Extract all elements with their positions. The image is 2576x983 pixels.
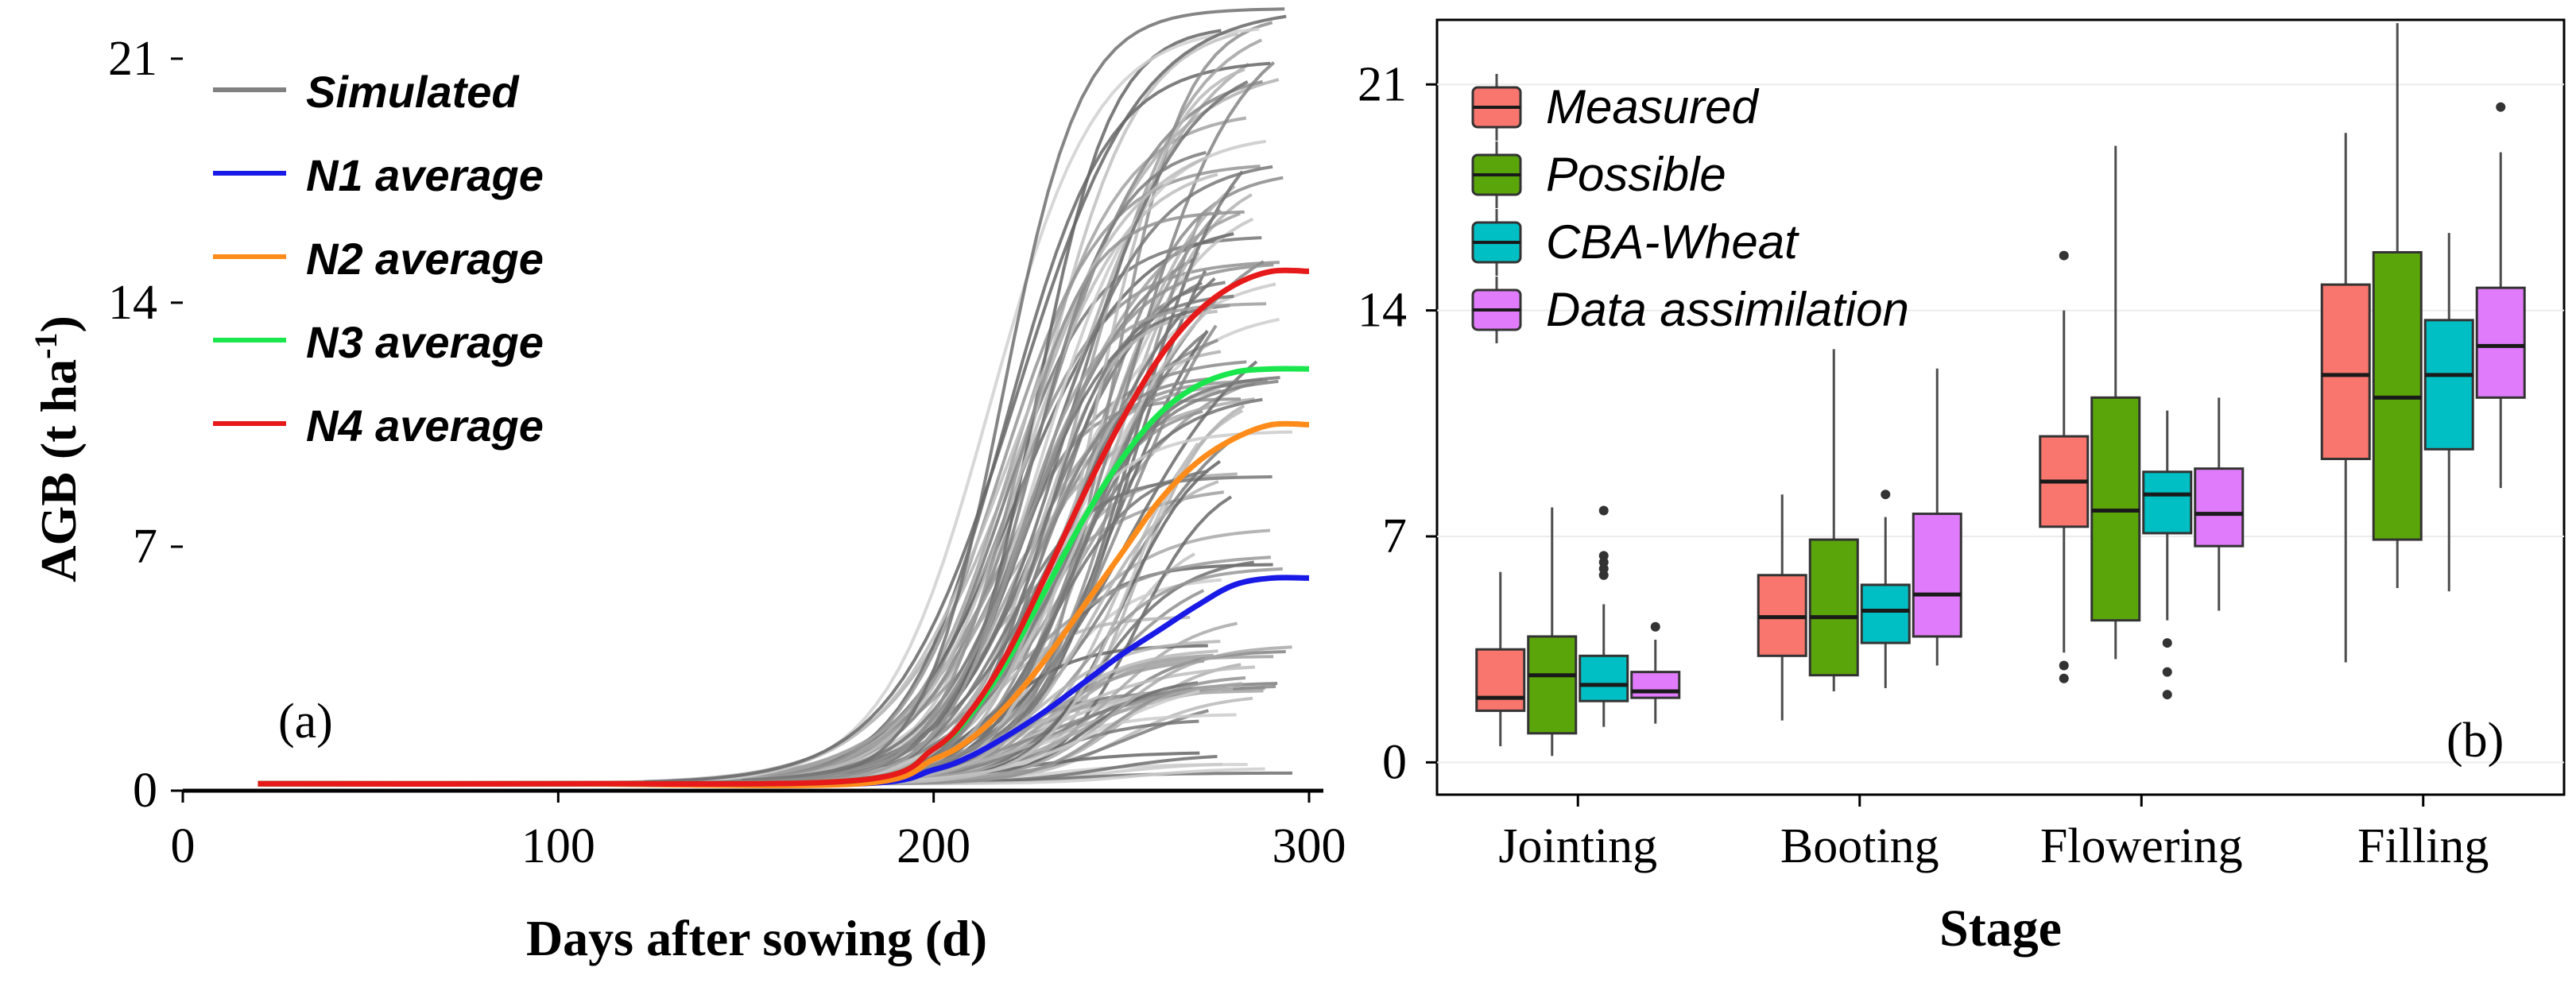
legend-key-possible <box>1471 141 1522 208</box>
legend-key-cba-wheat <box>1471 209 1522 276</box>
y-tick-label: 14 <box>1358 284 1407 338</box>
x-tick-label: Flowering <box>2040 819 2243 873</box>
legend-key-data-assimilation <box>1471 277 1522 343</box>
y-tick-label: 7 <box>133 520 157 574</box>
legend-label-data-assimilation: Data assimilation <box>1546 283 1909 336</box>
outlier-point <box>1598 505 1609 516</box>
legend-b: Measured Possible CBA-Wheat Data assimil… <box>1471 74 1909 343</box>
outlier-point <box>1598 551 1609 561</box>
box <box>1860 583 1911 644</box>
y-axis-title-a: AGB (t ha-1) <box>28 315 87 582</box>
simulated-line <box>644 14 1287 784</box>
y-tick-label: 0 <box>133 764 157 818</box>
box <box>2320 283 2371 460</box>
box <box>1579 654 1629 702</box>
x-axis-title-b: Stage <box>1939 900 2062 958</box>
y-tick-label: 14 <box>108 276 157 330</box>
x-tick-label: Jointing <box>1498 819 1657 873</box>
y-tick-label: 21 <box>108 32 157 86</box>
outlier-point <box>2059 250 2069 261</box>
box <box>1475 648 1526 712</box>
y-ticks-a: 0 7 14 21 <box>108 32 183 818</box>
legend-a: Simulated N1 average N2 average N3 avera… <box>213 67 544 451</box>
y-ticks-b: 0 7 14 21 <box>1358 57 1437 789</box>
simulated-line <box>370 472 1238 786</box>
legend-label-n1: N1 average <box>306 150 544 200</box>
legend-label-n2: N2 average <box>306 234 544 284</box>
box <box>2194 467 2245 548</box>
average-line-n2 <box>258 420 1310 788</box>
outlier-point <box>2162 690 2172 700</box>
simulated-line <box>480 490 1225 786</box>
x-tick-label: Filling <box>2357 819 2489 873</box>
plot-frame-b <box>1435 18 2566 796</box>
panel-label-a: (a) <box>278 695 333 749</box>
average-line-n4 <box>258 267 1310 788</box>
outlier-point <box>2162 667 2172 677</box>
legend-label-n3: N3 average <box>306 317 544 367</box>
legend-label-cba-wheat: CBA-Wheat <box>1546 215 1799 269</box>
box <box>2475 286 2526 399</box>
x-ticks-b: Jointing Booting Flowering Filling <box>1498 795 2489 873</box>
average-lines <box>258 267 1310 788</box>
box <box>1527 635 1578 735</box>
panel-b: 0 7 14 21 Jointing Booting Flowering Filling S… <box>1358 18 2566 958</box>
x-axis-title-a: Days after sowing (d) <box>526 910 987 966</box>
box <box>2142 470 2193 535</box>
x-tick-label: 100 <box>521 819 595 873</box>
x-tick-label: 300 <box>1273 819 1346 873</box>
x-tick-label: Booting <box>1780 819 1939 873</box>
legend-label-measured: Measured <box>1546 80 1759 134</box>
legend-key-measured <box>1471 74 1522 141</box>
boxplots <box>1475 23 2526 757</box>
box <box>1630 671 1681 699</box>
outlier-point <box>1881 490 1891 500</box>
outlier-point <box>1650 621 1660 632</box>
outlier-point <box>2496 102 2506 112</box>
outlier-point <box>2059 660 2069 671</box>
x-tick-label: 200 <box>897 819 970 873</box>
simulated-line <box>382 567 1283 786</box>
y-tick-label: 21 <box>1358 57 1407 111</box>
y-tick-label: 0 <box>1382 735 1407 789</box>
box <box>1808 538 1859 677</box>
outlier-point <box>2059 673 2069 683</box>
legend-label-n4: N4 average <box>306 401 544 451</box>
outlier-point <box>2162 638 2172 648</box>
legend-label-simulated: Simulated <box>306 67 520 117</box>
panel-label-b: (b) <box>2446 714 2504 768</box>
x-tick-label: 0 <box>171 819 196 873</box>
box <box>1912 513 1962 638</box>
box <box>2423 319 2474 451</box>
x-ticks-a: 0 100 200 300 <box>171 791 1346 873</box>
legend-label-possible: Possible <box>1546 148 1726 201</box>
y-tick-label: 7 <box>1382 509 1407 563</box>
